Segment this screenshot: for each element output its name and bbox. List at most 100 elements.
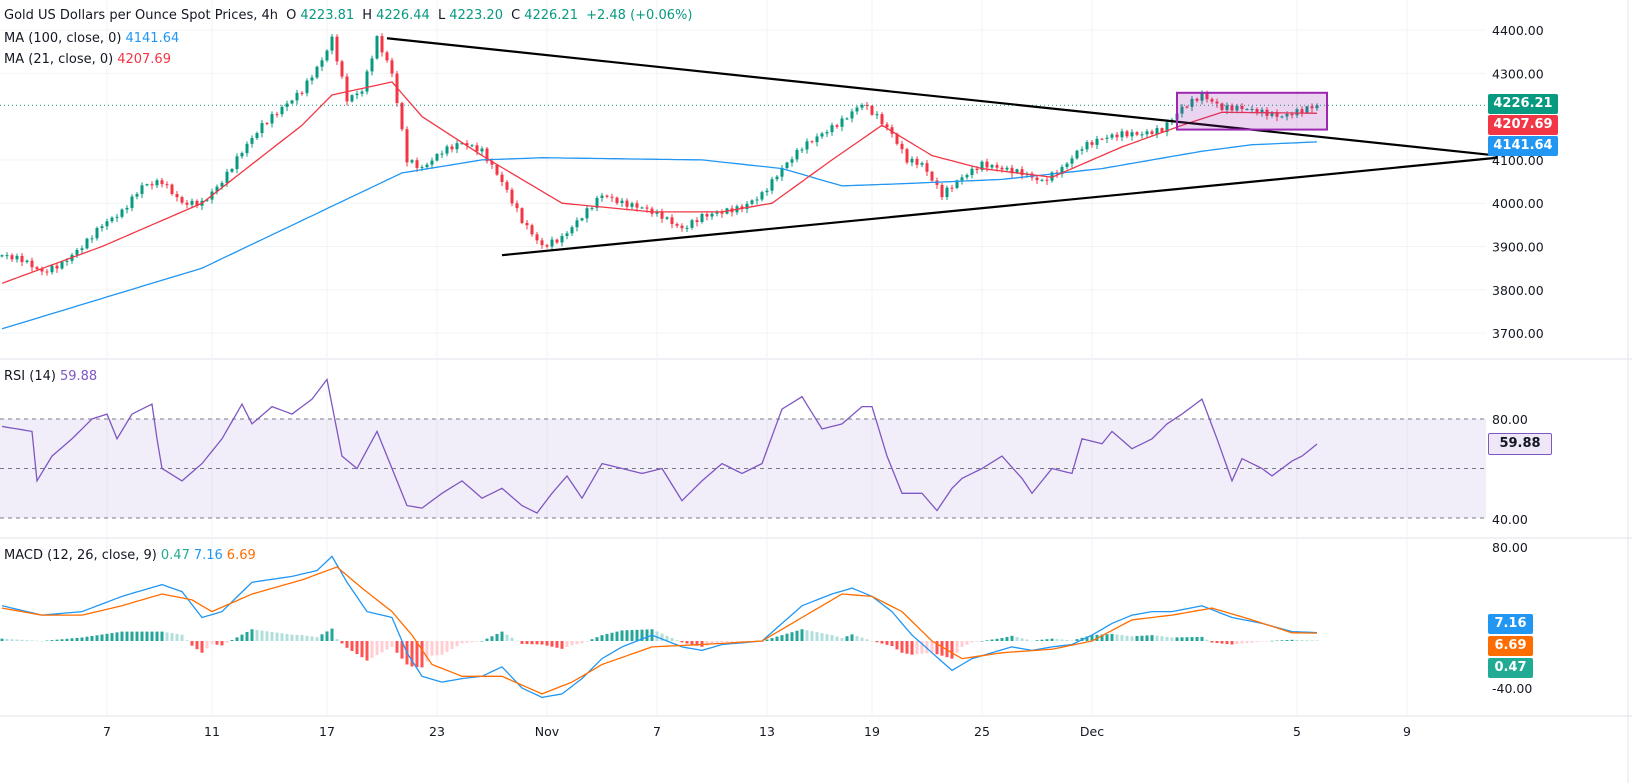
candle-body xyxy=(500,174,504,183)
candle-body xyxy=(275,114,279,116)
candle-body xyxy=(435,153,439,161)
candle-body xyxy=(15,255,19,260)
macd-signal-value: 6.69 xyxy=(226,548,256,563)
candle-body xyxy=(440,153,444,155)
candle-body xyxy=(140,185,144,194)
macd-histogram-bar xyxy=(465,641,469,643)
candle-body xyxy=(575,220,579,228)
candle-body xyxy=(5,255,9,257)
candle-body xyxy=(940,184,944,198)
macd-histogram-bar xyxy=(340,641,344,644)
candle-body xyxy=(960,177,964,181)
macd-histogram-bar xyxy=(1155,635,1159,641)
candle-body xyxy=(715,212,719,214)
macd-histogram-bar xyxy=(535,641,539,645)
macd-histogram-bar xyxy=(1195,636,1199,641)
candle-body xyxy=(1035,177,1039,181)
macd-histogram-bar xyxy=(1085,636,1089,641)
macd-histogram-bar xyxy=(305,635,309,641)
price-tick-label: 4100.00 xyxy=(1492,153,1544,168)
candle-body xyxy=(450,146,454,150)
candle-body xyxy=(965,174,969,178)
macd-histogram-bar xyxy=(395,641,399,653)
macd-histogram-bar xyxy=(505,634,509,641)
candle-body xyxy=(55,265,59,269)
macd-histogram-bar xyxy=(55,639,59,641)
macd-histogram-bar xyxy=(810,631,814,641)
candle-body xyxy=(780,167,784,177)
ma21-price-tag: 4207.69 xyxy=(1488,115,1558,135)
macd-histogram-bar xyxy=(920,641,924,654)
candle-body xyxy=(325,50,329,61)
candle-body xyxy=(655,211,659,214)
candle-body xyxy=(465,143,469,146)
ma21-line xyxy=(1,81,1318,284)
x-tick-label: 7 xyxy=(103,724,111,739)
candle-body xyxy=(95,228,99,239)
candle-body xyxy=(1105,137,1109,139)
macd-histogram-bar xyxy=(515,640,519,642)
candle-body xyxy=(1165,122,1169,133)
candle-body xyxy=(350,95,354,102)
macd-histogram-bar xyxy=(400,641,404,659)
macd-histogram-bar xyxy=(425,641,429,662)
candle-body xyxy=(230,168,234,172)
candle-body xyxy=(35,267,39,270)
candle-body xyxy=(980,161,984,170)
macd-histogram-bar xyxy=(35,640,39,642)
macd-legend[interactable]: MACD (12, 26, close, 9) 0.47 7.16 6.69 xyxy=(4,548,260,563)
candle-body xyxy=(185,202,189,205)
candle-body xyxy=(400,103,404,130)
candle-body xyxy=(65,260,69,262)
macd-histogram-bar xyxy=(30,640,34,641)
macd-histogram-bar xyxy=(80,637,84,641)
candle-body xyxy=(1200,93,1204,101)
macd-histogram-bar xyxy=(185,640,189,641)
macd-histogram-bar xyxy=(1010,635,1014,641)
ma21-legend[interactable]: MA (21, close, 0) 4207.69 xyxy=(4,52,175,67)
macd-histogram-bar xyxy=(520,641,524,644)
candle-body xyxy=(190,200,194,205)
candle-body xyxy=(985,161,989,168)
macd-histogram-bar xyxy=(300,635,304,641)
macd-histogram-bar xyxy=(1020,638,1024,641)
price-tick-label: 3800.00 xyxy=(1492,283,1544,298)
macd-histogram-bar xyxy=(890,641,894,647)
macd-histogram-bar xyxy=(1015,637,1019,641)
x-tick-label: 19 xyxy=(864,724,880,739)
ma100-legend[interactable]: MA (100, close, 0) 4141.64 xyxy=(4,31,183,46)
macd-line xyxy=(1,555,1318,699)
candle-body xyxy=(890,127,894,134)
macd-axis-label: 80.00 xyxy=(1492,540,1528,555)
macd-histogram-bar xyxy=(1105,634,1109,641)
candle-body xyxy=(10,255,14,260)
macd-histogram-bar xyxy=(1200,636,1204,641)
candle-body xyxy=(1300,109,1304,113)
candle-body xyxy=(150,184,154,186)
macd-histogram-bar xyxy=(715,641,719,644)
candle-body xyxy=(550,239,554,247)
macd-histogram-bar xyxy=(645,629,649,641)
candle-body xyxy=(1275,112,1279,117)
candle-body xyxy=(1260,109,1264,114)
candle-body xyxy=(565,233,569,236)
candle-body xyxy=(625,200,629,207)
candle-body xyxy=(1155,128,1159,134)
candle-body xyxy=(720,212,724,214)
macd-histogram-bar xyxy=(315,637,319,641)
macd-histogram-bar xyxy=(680,641,684,643)
macd-histogram-bar xyxy=(1065,639,1069,641)
macd-histogram-bar xyxy=(25,640,29,641)
candle-body xyxy=(480,148,484,152)
rsi-legend[interactable]: RSI (14) 59.88 xyxy=(4,369,101,384)
candle-body xyxy=(950,187,954,189)
macd-histogram-bar xyxy=(1115,634,1119,641)
macd-histogram-bar xyxy=(800,629,804,641)
candle-body xyxy=(840,118,844,127)
candle-body xyxy=(240,153,244,157)
candle-body xyxy=(0,255,4,257)
macd-histogram-bar xyxy=(730,641,734,642)
candle-body xyxy=(170,184,174,195)
